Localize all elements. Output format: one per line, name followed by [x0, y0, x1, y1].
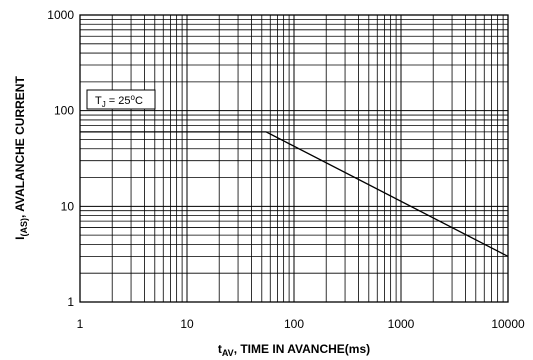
temperature-annotation: TJ = 25oC — [86, 89, 156, 110]
x-tick-label: 1 — [77, 317, 84, 331]
series-layer — [80, 131, 509, 257]
annotation-box — [86, 89, 156, 110]
x-axis-title: tAV, TIME IN AVANCHE(ms) — [218, 342, 370, 358]
x-tick-label: 1000 — [388, 317, 415, 331]
y-tick-label: 1 — [67, 295, 74, 309]
x-tick-label: 10 — [180, 317, 194, 331]
y-tick-label: 100 — [54, 104, 74, 118]
y-axis-title: I(AS), AVALANCHE CURRENT — [13, 76, 29, 240]
avalanche-current-line — [80, 131, 509, 257]
y-tick-label: 10 — [61, 199, 75, 213]
x-tick-label: 10000 — [491, 317, 525, 331]
grid — [80, 15, 508, 302]
plot-frame — [79, 14, 509, 303]
x-tick-label: 100 — [284, 317, 304, 331]
annotation-text: TJ = 25oC — [95, 93, 143, 109]
tick-labels: 1 10 100 1000 10000 1 10 100 1000 — [47, 8, 525, 331]
y-tick-label: 1000 — [47, 8, 74, 22]
